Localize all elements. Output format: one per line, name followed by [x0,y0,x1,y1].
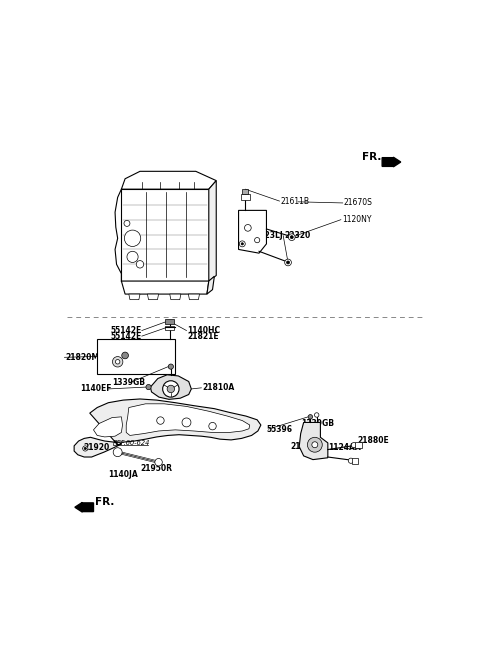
Text: 21950R: 21950R [140,464,172,473]
Polygon shape [299,422,328,460]
Text: 21830: 21830 [290,442,316,451]
Circle shape [182,418,191,427]
Circle shape [146,384,151,390]
Circle shape [314,413,319,417]
Circle shape [308,415,312,419]
Text: 21821E: 21821E [187,332,219,340]
Text: 28990A: 28990A [100,364,130,371]
Text: 22320: 22320 [284,231,311,240]
Circle shape [168,364,173,369]
Text: 21611B: 21611B [280,197,309,207]
Text: 55142E: 55142E [110,332,142,340]
Text: 21670S: 21670S [344,198,372,207]
Polygon shape [75,502,94,512]
Circle shape [84,447,86,449]
Circle shape [112,357,123,367]
Text: 1140JA: 1140JA [108,470,138,479]
Text: 1123LE: 1123LE [98,340,127,346]
Circle shape [351,443,357,447]
Text: 55396: 55396 [266,424,292,434]
Text: 1339GB: 1339GB [301,419,334,428]
Bar [355,442,362,447]
Text: 55142E: 55142E [110,326,142,335]
Circle shape [241,243,243,245]
Polygon shape [126,404,250,436]
Text: 1339GB: 1339GB [112,378,145,387]
Circle shape [155,459,162,466]
Bar [352,458,359,464]
Circle shape [83,446,88,451]
Circle shape [122,352,129,359]
Polygon shape [121,171,216,189]
Polygon shape [207,276,215,294]
Circle shape [115,359,120,364]
Circle shape [124,220,130,226]
Circle shape [285,259,291,266]
Bar [165,319,174,324]
Polygon shape [147,294,158,300]
Circle shape [136,260,144,268]
Polygon shape [188,294,200,300]
Circle shape [348,458,353,463]
Bar [165,326,174,330]
Circle shape [288,234,295,241]
Polygon shape [74,399,261,457]
Text: 21820M: 21820M [65,353,99,362]
Circle shape [307,438,322,452]
Text: 1123LJ: 1123LJ [254,231,283,240]
Circle shape [124,230,141,247]
Text: 1120NY: 1120NY [342,215,372,224]
Bar [241,194,250,200]
Circle shape [156,417,164,424]
Circle shape [254,237,260,243]
Text: 21810A: 21810A [202,383,234,392]
Polygon shape [150,375,192,400]
Text: 1140HC: 1140HC [187,326,220,335]
Polygon shape [94,417,122,437]
Circle shape [312,441,318,447]
Polygon shape [239,211,266,253]
Circle shape [240,241,245,247]
Polygon shape [121,281,209,294]
Bar [97,338,175,374]
Text: 1125GF: 1125GF [98,346,128,352]
Text: 21880E: 21880E [358,436,389,445]
Circle shape [167,385,175,393]
Text: 1124AA: 1124AA [328,443,360,452]
Circle shape [244,224,251,231]
Polygon shape [209,180,216,281]
Circle shape [287,261,289,264]
Polygon shape [121,189,209,281]
Text: 62322: 62322 [100,359,124,365]
Polygon shape [129,294,140,300]
Circle shape [113,447,122,457]
Circle shape [290,236,293,239]
Circle shape [209,422,216,430]
Text: 1140EF: 1140EF [81,384,112,394]
Circle shape [163,380,179,397]
Polygon shape [382,157,401,167]
Text: FR.: FR. [362,152,382,162]
Text: FR.: FR. [96,497,115,507]
Bar [242,189,248,194]
Text: 21920: 21920 [83,443,109,452]
Circle shape [127,251,138,262]
Polygon shape [170,294,181,300]
Text: REF.60-624: REF.60-624 [113,440,150,446]
